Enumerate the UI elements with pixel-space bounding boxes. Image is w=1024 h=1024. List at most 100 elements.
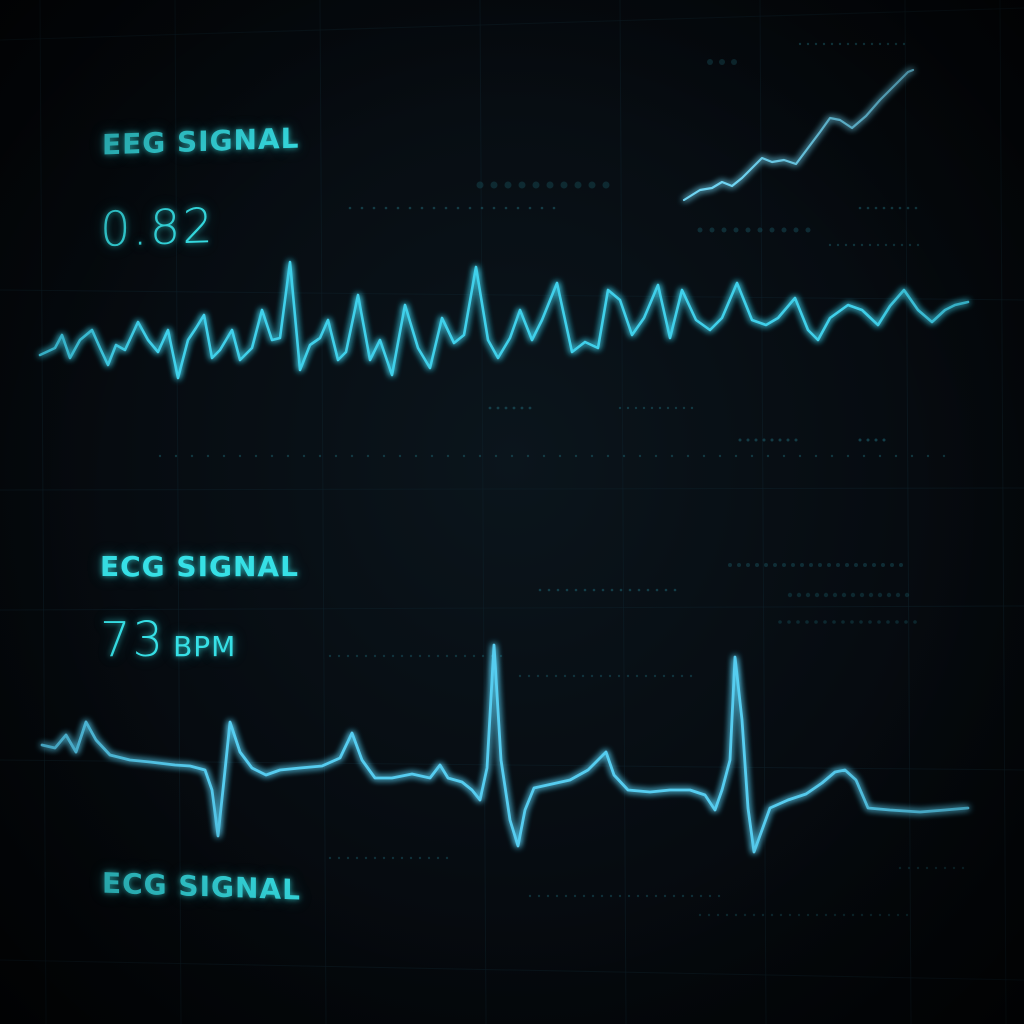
background-dot bbox=[505, 207, 508, 210]
grid-line-horizontal bbox=[0, 960, 1024, 980]
background-dot bbox=[383, 655, 385, 657]
background-dot bbox=[582, 675, 584, 677]
background-dot bbox=[905, 593, 909, 597]
background-dot bbox=[674, 589, 677, 592]
background-dot bbox=[505, 407, 508, 410]
background-dot bbox=[879, 455, 881, 457]
background-dot bbox=[909, 244, 911, 246]
background-dot bbox=[735, 914, 737, 916]
background-dot bbox=[780, 914, 782, 916]
background-dot bbox=[707, 59, 713, 65]
background-dot bbox=[477, 182, 484, 189]
background-dot bbox=[943, 455, 945, 457]
background-dot bbox=[687, 455, 689, 457]
background-dot bbox=[636, 675, 638, 677]
background-dot bbox=[789, 914, 791, 916]
background-dot bbox=[867, 439, 870, 442]
background-dot bbox=[913, 620, 917, 624]
background-dot bbox=[895, 620, 899, 624]
background-dot bbox=[239, 455, 241, 457]
background-dot bbox=[883, 439, 886, 442]
background-dot bbox=[671, 455, 673, 457]
background-dot bbox=[926, 867, 928, 869]
background-dot bbox=[869, 244, 871, 246]
background-dot bbox=[627, 407, 629, 409]
background-dot bbox=[703, 455, 705, 457]
background-dot bbox=[815, 43, 817, 45]
background-dot bbox=[565, 895, 567, 897]
background-dot bbox=[319, 455, 321, 457]
background-dot bbox=[735, 455, 737, 457]
background-dot bbox=[437, 857, 439, 859]
background-dot bbox=[367, 455, 369, 457]
background-dot bbox=[755, 563, 759, 567]
background-dot bbox=[651, 407, 653, 409]
background-dot bbox=[335, 455, 337, 457]
background-dot bbox=[796, 620, 800, 624]
background-dot bbox=[698, 228, 703, 233]
background-dot bbox=[719, 455, 721, 457]
background-dot bbox=[833, 593, 837, 597]
background-dot bbox=[338, 857, 340, 859]
background-dot bbox=[446, 857, 448, 859]
background-dot bbox=[879, 43, 881, 45]
background-dot bbox=[401, 857, 403, 859]
background-dot bbox=[836, 563, 840, 567]
background-dot bbox=[656, 589, 659, 592]
background-dot bbox=[329, 857, 331, 859]
background-dot bbox=[620, 589, 623, 592]
background-dot bbox=[744, 914, 746, 916]
background-dot bbox=[575, 455, 577, 457]
background-dot bbox=[338, 655, 340, 657]
ecg-signal-footer-label: ECG SIGNAL bbox=[102, 867, 301, 907]
background-dot bbox=[863, 455, 865, 457]
background-dot bbox=[255, 455, 257, 457]
background-dot bbox=[401, 655, 403, 657]
background-dot bbox=[637, 895, 639, 897]
background-dot bbox=[397, 207, 400, 210]
background-dot bbox=[419, 655, 421, 657]
background-dot bbox=[469, 207, 472, 210]
background-dot bbox=[832, 620, 836, 624]
background-dot bbox=[806, 593, 810, 597]
background-dot bbox=[708, 914, 710, 916]
background-dot bbox=[561, 182, 568, 189]
background-dot-pattern bbox=[159, 43, 964, 916]
background-dot bbox=[419, 857, 421, 859]
background-dot bbox=[944, 867, 946, 869]
background-dot bbox=[655, 455, 657, 457]
background-dot bbox=[513, 407, 516, 410]
background-dot bbox=[349, 207, 352, 210]
eeg-signal-title: EEG SIGNAL bbox=[102, 122, 300, 162]
background-dot bbox=[787, 439, 790, 442]
background-dot bbox=[816, 914, 818, 916]
grid-line-vertical bbox=[760, 0, 766, 1024]
background-dot bbox=[869, 593, 873, 597]
background-dot bbox=[663, 675, 665, 677]
background-dot bbox=[479, 455, 481, 457]
eeg-waveform bbox=[40, 262, 968, 378]
background-dot bbox=[906, 914, 908, 916]
background-dot bbox=[831, 43, 833, 45]
background-dot bbox=[896, 593, 900, 597]
background-dot bbox=[623, 455, 625, 457]
background-dot bbox=[365, 857, 367, 859]
background-dot bbox=[356, 857, 358, 859]
background-dot bbox=[824, 593, 828, 597]
background-dot bbox=[655, 895, 657, 897]
background-dot bbox=[664, 895, 666, 897]
background-dot bbox=[681, 675, 683, 677]
background-dot bbox=[271, 455, 273, 457]
background-dot bbox=[505, 182, 512, 189]
background-dot bbox=[223, 455, 225, 457]
background-dot bbox=[629, 589, 632, 592]
background-dot bbox=[365, 655, 367, 657]
trend-sparkline bbox=[684, 70, 913, 200]
grid-line-horizontal bbox=[0, 606, 1024, 610]
background-dot bbox=[591, 455, 593, 457]
background-dot bbox=[639, 455, 641, 457]
background-dot bbox=[675, 407, 677, 409]
background-dot bbox=[825, 914, 827, 916]
background-dot bbox=[763, 439, 766, 442]
background-dot bbox=[457, 207, 460, 210]
